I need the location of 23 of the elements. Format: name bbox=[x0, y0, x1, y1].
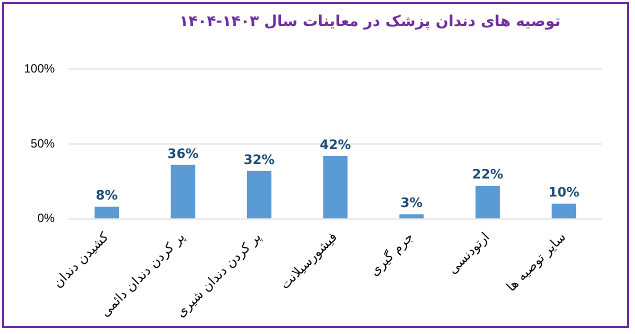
bar bbox=[399, 214, 424, 218]
data-label: 36% bbox=[167, 146, 199, 162]
data-label: 8% bbox=[96, 188, 118, 204]
bar bbox=[552, 204, 576, 218]
x-tick-label: سایر توصیه ها bbox=[504, 230, 570, 295]
data-label: 22% bbox=[472, 168, 504, 183]
bar bbox=[246, 170, 272, 218]
x-tick-label: کشیدن دندان bbox=[50, 229, 113, 292]
data-label: 32% bbox=[244, 152, 275, 168]
x-tick-label: فیشورسیلانت bbox=[278, 230, 341, 293]
x-tick-label: ارتودنسی bbox=[446, 230, 493, 278]
y-tick-label: 50% bbox=[30, 136, 56, 150]
y-tick-label: 100% bbox=[24, 62, 56, 76]
data-label: 42% bbox=[320, 138, 351, 153]
chart-title: توصیه های دندان پزشک در معاینات سال ۱۴۰۳-۱۴۰۴ bbox=[178, 12, 562, 30]
bar bbox=[323, 156, 348, 218]
x-tick-label: جرم گیری bbox=[366, 229, 417, 280]
bar bbox=[476, 186, 500, 218]
bar bbox=[170, 164, 196, 218]
y-tick-label: 0% bbox=[37, 211, 56, 226]
data-label: 3% bbox=[400, 196, 423, 212]
data-label: 10% bbox=[548, 186, 580, 201]
bar bbox=[94, 206, 119, 218]
